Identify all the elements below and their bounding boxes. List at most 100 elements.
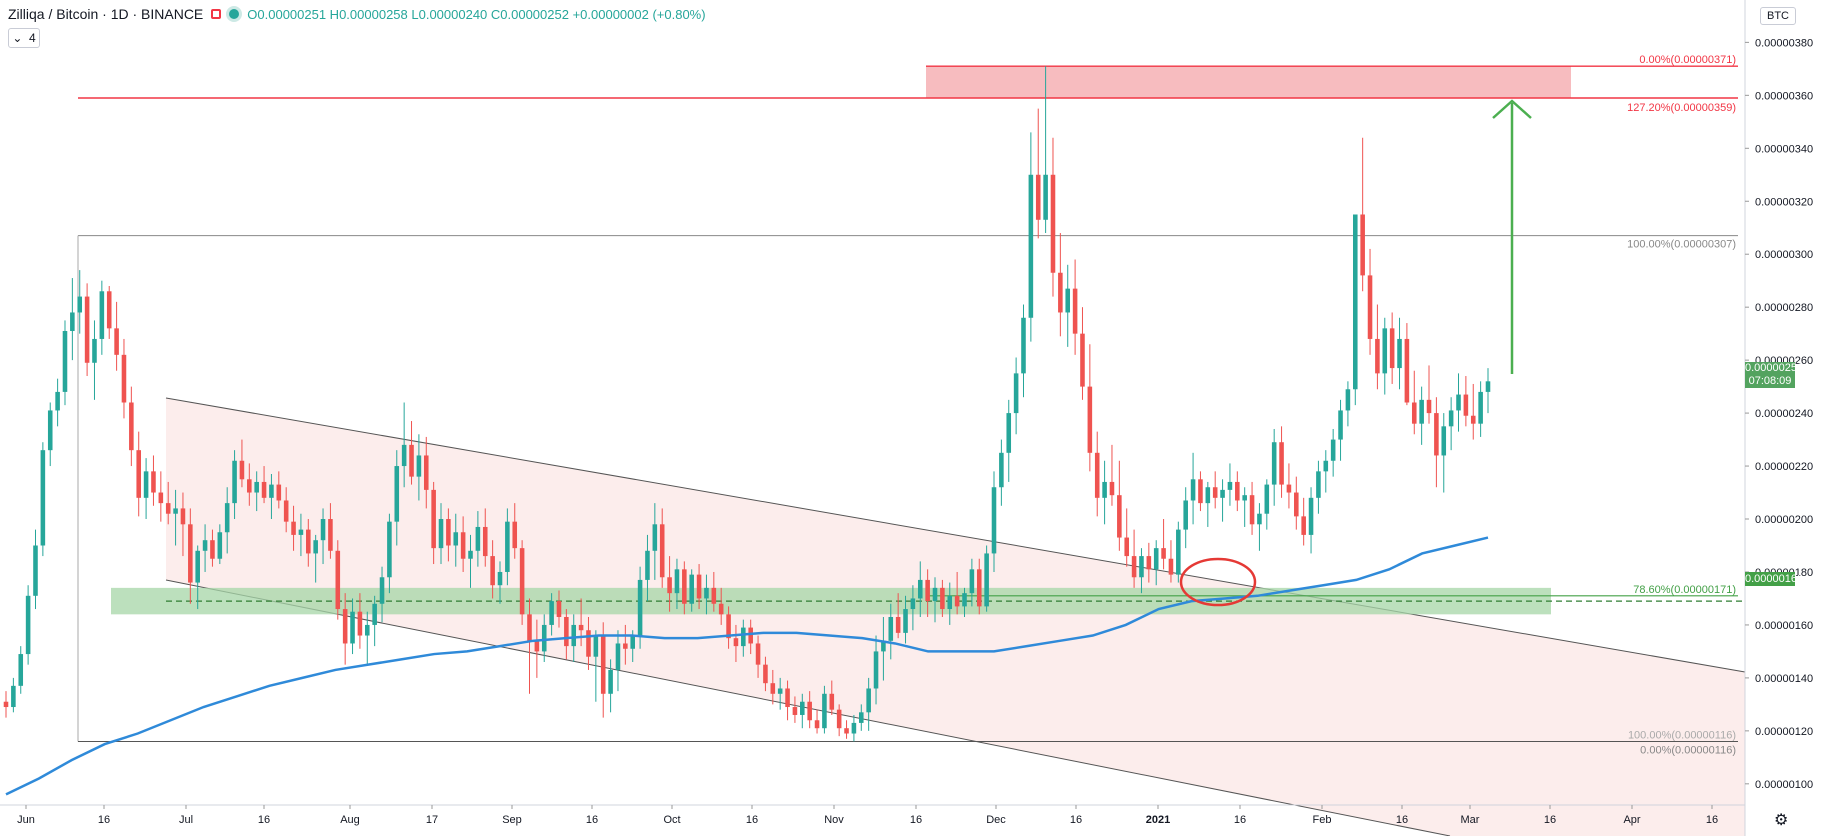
candle xyxy=(453,513,459,567)
candle-body xyxy=(1330,439,1336,461)
candle xyxy=(1352,214,1358,406)
candle-body xyxy=(1441,426,1447,456)
candle-body xyxy=(704,587,709,599)
candle xyxy=(239,439,245,488)
x-tick-label: 16 xyxy=(1070,814,1082,826)
candle-body xyxy=(1316,471,1321,498)
x-tick-label: 16 xyxy=(1396,814,1408,826)
candle xyxy=(807,691,812,729)
candle xyxy=(1131,529,1137,588)
candle-body xyxy=(195,550,200,583)
candle-body xyxy=(247,479,252,493)
candle-body xyxy=(674,569,680,594)
candle-body xyxy=(586,630,591,657)
candle xyxy=(62,320,68,406)
candle-body xyxy=(645,550,650,580)
candle xyxy=(217,524,223,565)
candle xyxy=(106,285,112,339)
candle xyxy=(1161,519,1166,570)
candle-body xyxy=(917,579,923,599)
candle xyxy=(1220,479,1225,522)
x-tick-label: 16 xyxy=(98,814,110,826)
x-tick-label: 16 xyxy=(258,814,270,826)
currency-badge[interactable]: BTC xyxy=(1760,7,1796,25)
candle xyxy=(534,619,540,678)
candle xyxy=(1176,521,1181,583)
candle-body xyxy=(431,489,436,549)
candle-body xyxy=(1109,481,1115,496)
candle-body xyxy=(1035,174,1041,220)
candle-body xyxy=(1227,481,1233,490)
candle xyxy=(519,540,525,625)
candle-body xyxy=(261,481,267,498)
candle-body xyxy=(453,532,459,546)
candle-body xyxy=(962,593,967,607)
candle xyxy=(505,508,510,586)
candle-body xyxy=(630,635,636,649)
candle-body xyxy=(858,712,864,723)
candle-body xyxy=(947,595,953,610)
candle xyxy=(468,534,473,588)
candle-body xyxy=(232,460,237,504)
candle-body xyxy=(210,540,215,559)
x-tick-label: Apr xyxy=(1623,814,1640,826)
candle-body xyxy=(519,548,525,615)
candle xyxy=(836,704,842,737)
candle-body xyxy=(25,595,31,655)
candle-body xyxy=(659,524,665,578)
candle xyxy=(84,283,90,377)
candle xyxy=(1478,381,1483,437)
candle-body xyxy=(1338,410,1343,440)
flag-icon[interactable] xyxy=(211,9,222,19)
candle xyxy=(940,579,945,617)
candle xyxy=(999,439,1004,506)
candle xyxy=(991,471,997,572)
candle xyxy=(423,436,429,509)
indicator-collapse-button[interactable]: ⌄ 4 xyxy=(8,28,40,48)
candle xyxy=(1404,323,1410,406)
candle-body xyxy=(423,455,429,490)
symbol-title[interactable]: Zilliqa / Bitcoin · 1D · BINANCE xyxy=(8,6,204,22)
candle xyxy=(733,624,739,663)
candle-body xyxy=(1360,214,1365,276)
y-tick-label: 0.00000320 xyxy=(1755,196,1813,208)
candle-body xyxy=(637,579,643,636)
candle-body xyxy=(895,616,901,633)
candle xyxy=(379,566,385,623)
candle-body xyxy=(1028,174,1034,318)
candle xyxy=(1146,542,1152,583)
candle-body xyxy=(357,611,363,636)
candle-body xyxy=(696,574,702,599)
candle xyxy=(527,598,532,694)
candle xyxy=(3,691,9,718)
candle-body xyxy=(667,577,672,594)
candle-body xyxy=(1456,394,1461,411)
candle xyxy=(726,606,731,649)
fib-100-low-label: 100.00%(0.00000116) xyxy=(1628,729,1736,741)
candle xyxy=(55,378,60,427)
candle xyxy=(99,280,105,355)
candle-body xyxy=(188,524,193,583)
candle xyxy=(1249,481,1255,535)
candle-body xyxy=(1470,415,1476,424)
candle-body xyxy=(1404,338,1410,403)
candle-body xyxy=(106,291,112,329)
candle-body xyxy=(755,643,761,665)
candle xyxy=(497,561,503,604)
candle-body xyxy=(320,519,326,541)
candle xyxy=(47,402,53,467)
y-tick-label: 0.00000140 xyxy=(1755,673,1813,685)
candle xyxy=(564,609,569,660)
candle-body xyxy=(1411,402,1417,424)
candle xyxy=(512,503,518,559)
candle xyxy=(1367,248,1373,355)
gear-icon[interactable]: ⚙ xyxy=(1774,812,1789,829)
candle xyxy=(1227,463,1233,506)
candle xyxy=(1316,460,1321,514)
candle xyxy=(888,603,894,660)
candle-body xyxy=(991,487,997,554)
candle-body xyxy=(3,701,9,708)
target-arrow-head xyxy=(1492,99,1532,119)
candle-body xyxy=(932,587,938,602)
